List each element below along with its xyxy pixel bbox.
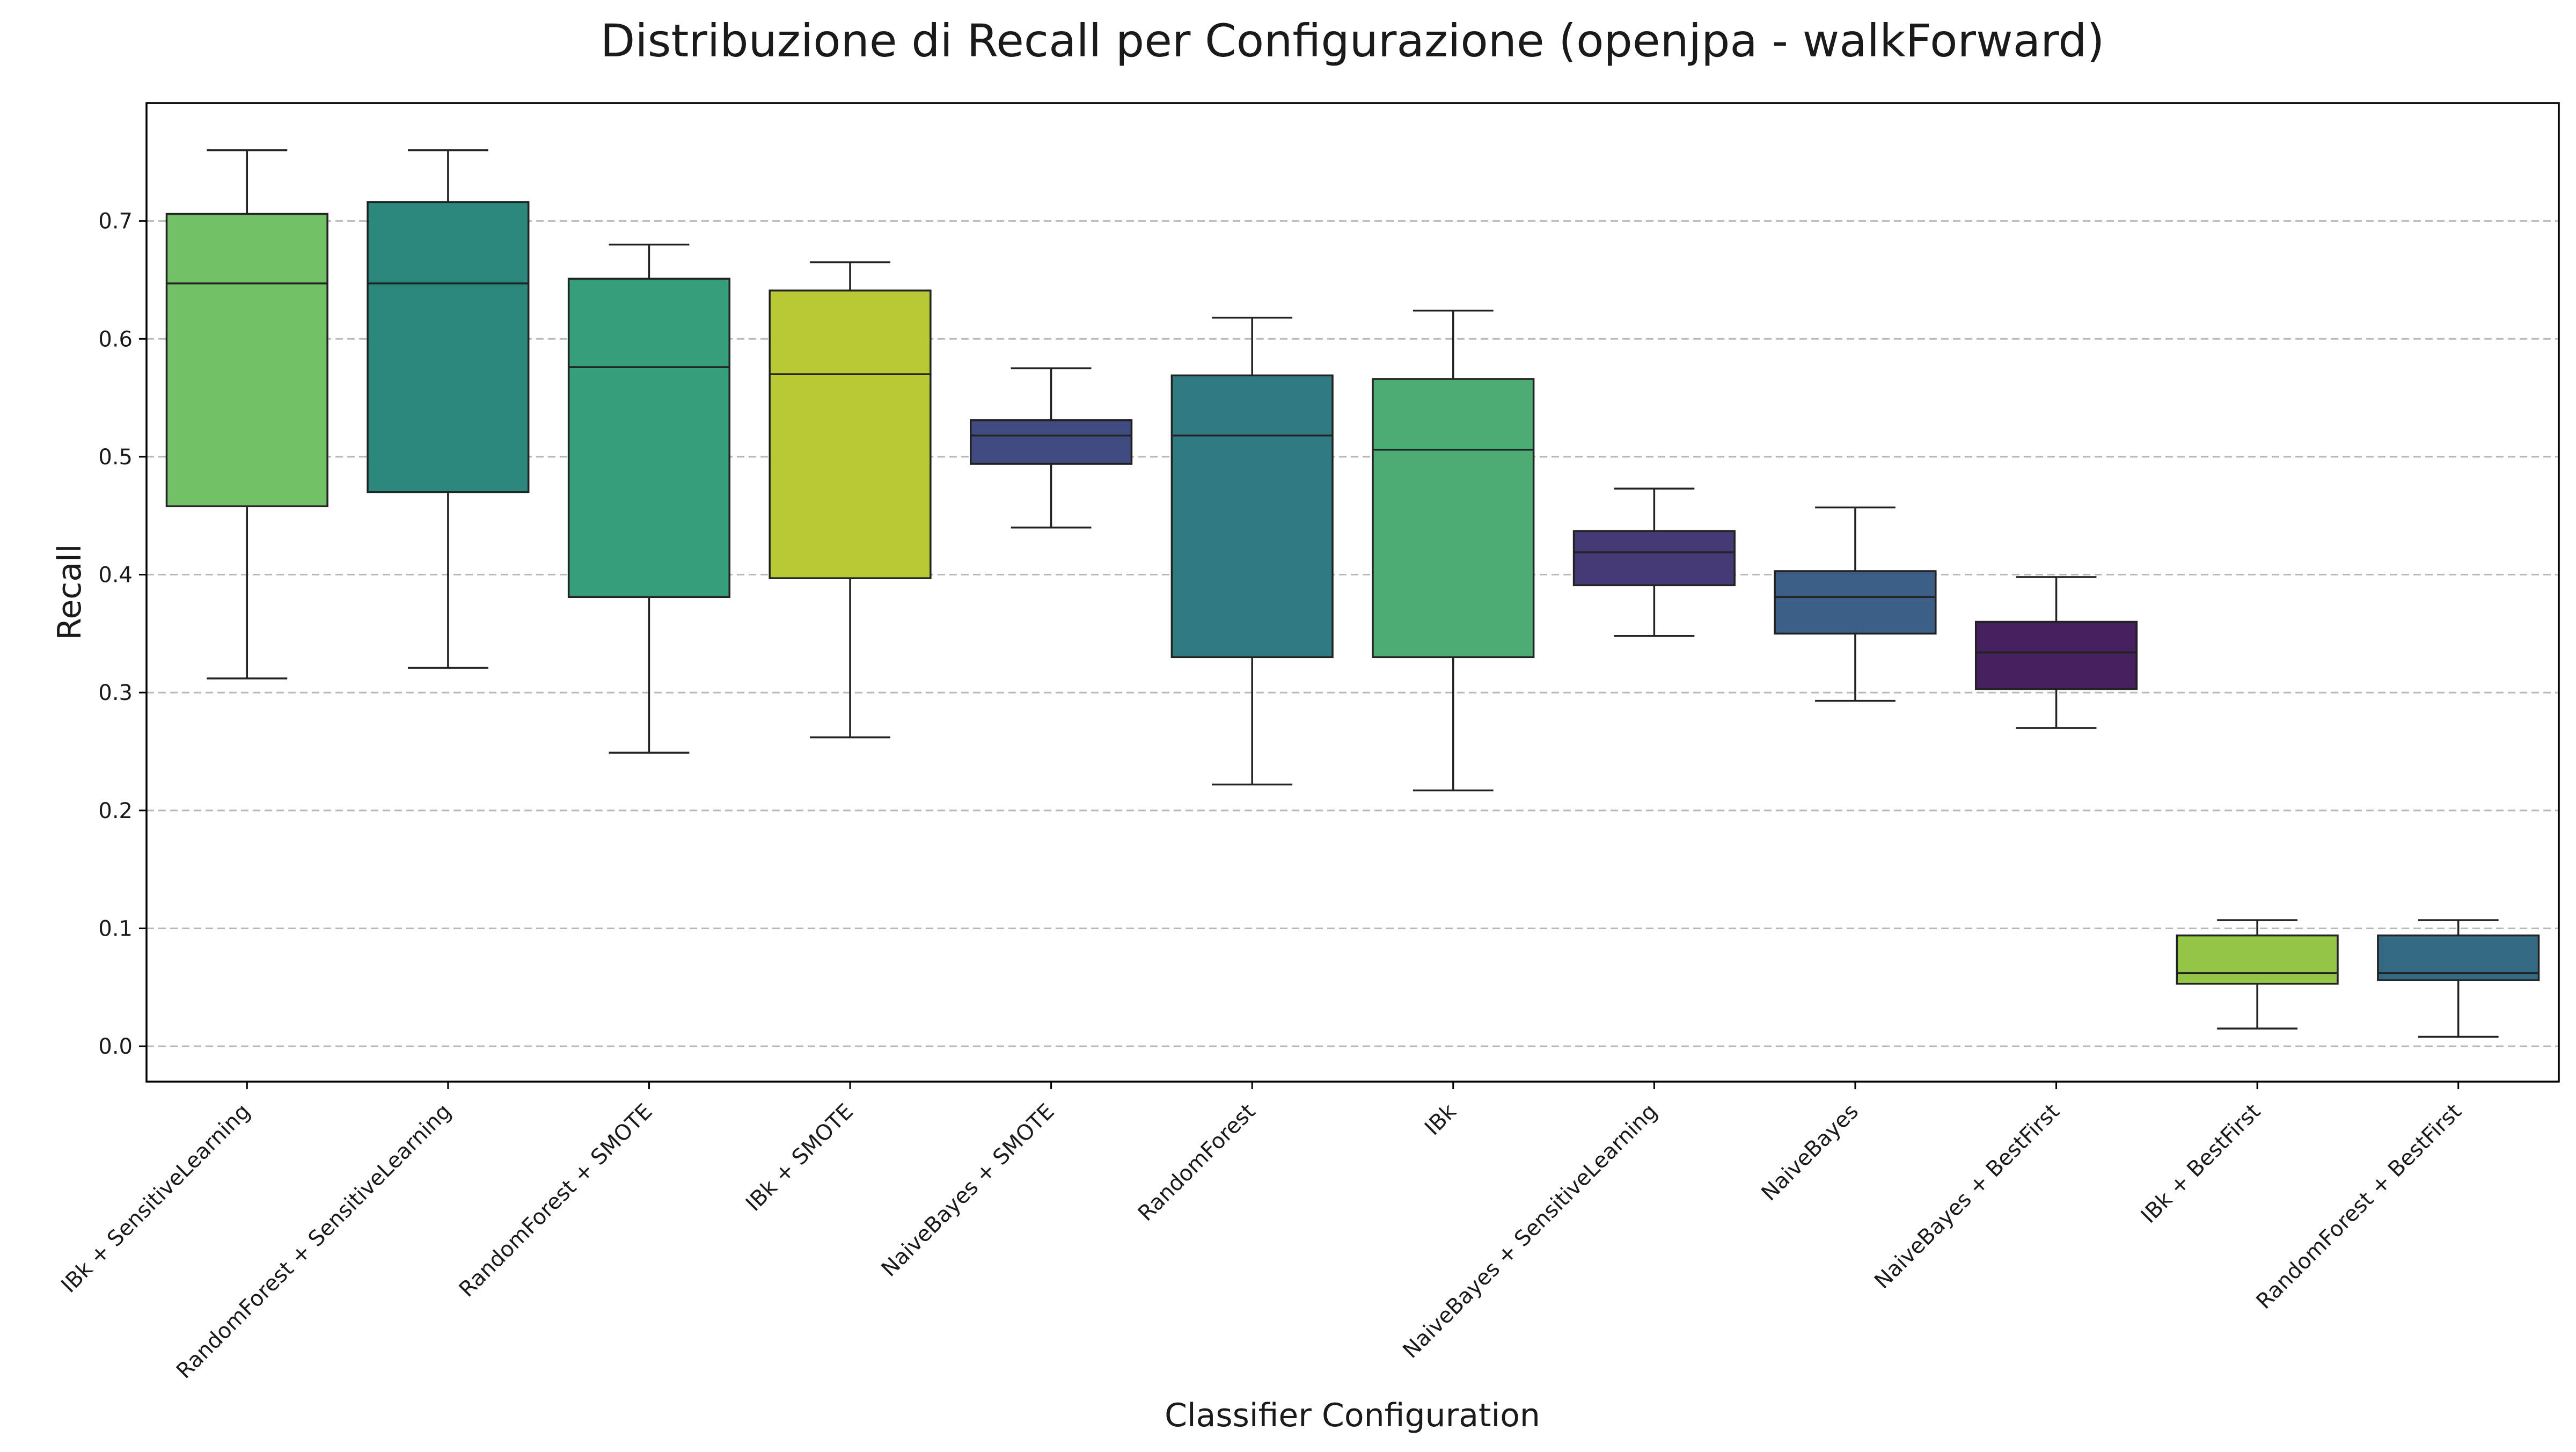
x-tick-label: IBk + BestFirst [2136,1099,2265,1228]
box-iqr [1170,374,1334,659]
box-iqr [970,419,1133,465]
box-iqr [1974,621,2138,690]
box-11 [2377,919,2540,1038]
grid-lines [147,220,2559,1047]
box-2 [567,243,731,754]
box-7 [1572,487,1736,637]
y-tick-label: 0.5 [98,445,133,470]
box-9 [1974,576,2138,729]
box-iqr [165,213,328,507]
x-tick-label: IBk + SMOTE [741,1099,858,1216]
x-tick-label: RandomForest + BestFirst [2252,1099,2467,1314]
box-iqr [2176,934,2339,985]
plot-frame [145,102,2560,1083]
chart-title: Distribuzione di Recall per Configurazio… [601,14,2105,67]
x-tick-label: NaiveBayes + BestFirst [1870,1099,2064,1294]
y-tick-label: 0.0 [98,1034,133,1059]
y-axis-ticks: 0.0 0.1 0.2 0.3 0.4 0.5 0.6 0.7 [98,209,147,1059]
y-tick-label: 0.4 [98,563,133,588]
box-10 [2176,919,2339,1030]
x-tick-label: NaiveBayes [1757,1099,1863,1206]
box-iqr [567,278,731,599]
y-tick-label: 0.1 [98,916,133,941]
box-series [165,149,2540,1038]
x-axis-label: Classifier Configuration [1165,1397,1540,1434]
x-tick-label: IBk [1420,1099,1461,1140]
box-3 [769,261,932,739]
box-iqr [1774,570,1937,635]
box-iqr [1572,530,1736,587]
box-iqr [769,289,932,579]
box-6 [1372,309,1535,792]
x-tick-label: NaiveBayes + SMOTE [877,1099,1059,1282]
box-5 [1170,316,1334,786]
y-tick-label: 0.3 [98,681,133,705]
y-tick-label: 0.6 [98,327,133,352]
box-iqr [1372,378,1535,659]
x-tick-label: RandomForest + SMOTE [455,1099,657,1302]
y-tick-label: 0.7 [98,209,133,234]
box-0 [165,149,328,680]
box-iqr [367,201,530,493]
x-tick-label: IBk + SensitiveLearning [56,1099,255,1298]
y-axis-label: Recall [51,544,89,640]
box-1 [367,149,530,669]
box-4 [970,367,1133,529]
x-tick-label: RandomForest [1133,1099,1260,1226]
box-8 [1774,506,1937,702]
y-tick-label: 0.2 [98,799,133,823]
